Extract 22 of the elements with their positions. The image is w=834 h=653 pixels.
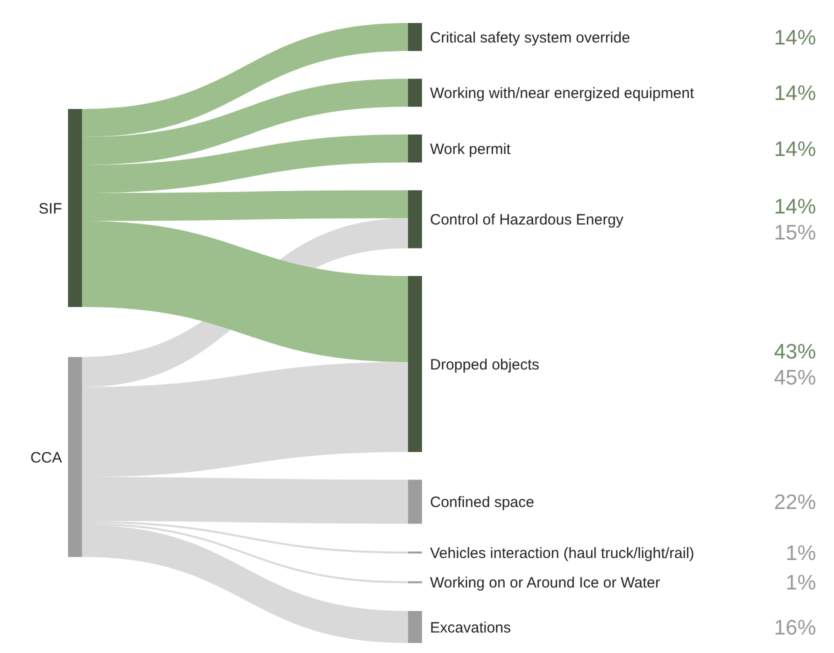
category-label: Vehicles interaction (haul truck/light/rail): [430, 544, 694, 562]
data-label: 1%: [786, 542, 816, 565]
data-label: 14%: [774, 196, 816, 219]
data-label: 1%: [786, 572, 816, 595]
text: SIF: [38, 200, 62, 218]
category-label: Dropped objects: [430, 356, 540, 374]
data-label: 43%: [774, 340, 816, 364]
category-label: Excavations: [430, 619, 511, 636]
category-label: Working on or Around Ice or Water: [430, 574, 660, 592]
data-label: 14%: [774, 82, 816, 106]
data-label: 14%: [774, 26, 816, 50]
data-label: 15%: [774, 222, 816, 245]
category-label: Working with/near energized equipment: [430, 85, 695, 102]
data-label: 16%: [774, 616, 816, 640]
category-label: Control of Hazardous Energy: [430, 212, 624, 228]
data-label: 14%: [774, 138, 816, 161]
category-label: Work permit: [430, 140, 512, 158]
category-label: Critical safety system override: [430, 29, 630, 46]
text: CCA: [30, 449, 62, 466]
data-label: 22%: [774, 491, 816, 514]
category-label: Confined space: [430, 494, 534, 511]
data-label: 45%: [774, 366, 816, 390]
